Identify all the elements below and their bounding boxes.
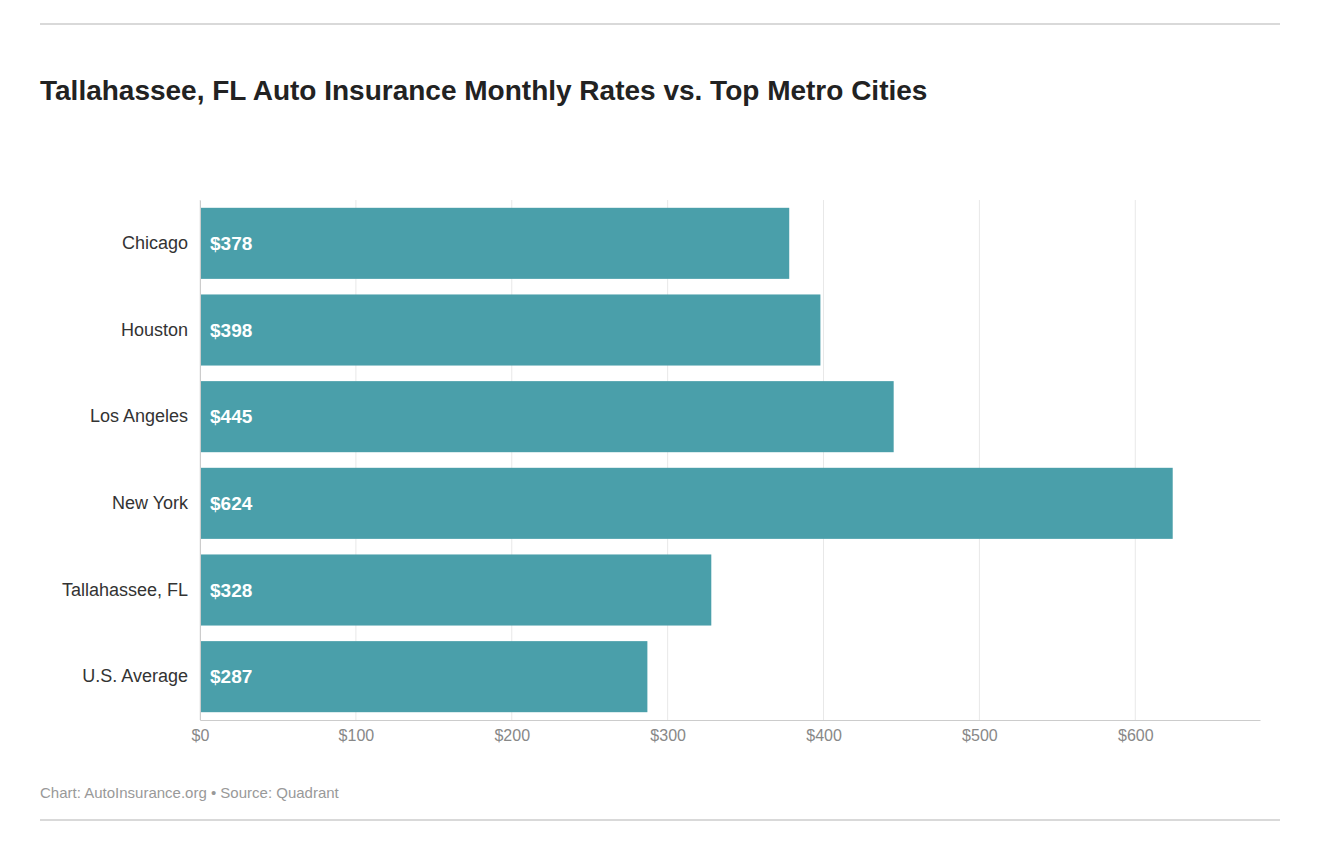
grid-line [200,200,201,720]
chart-title: Tallahassee, FL Auto Insurance Monthly R… [40,75,927,106]
y-axis: Chicago Houston Los Angeles New York Tallaha… [62,201,201,721]
x-tick: $300 [650,720,686,744]
x-tick-label: $200 [494,727,530,744]
y-tick: Houston [121,320,200,340]
x-tick-label: $100 [339,727,375,744]
y-tick-label: New York [112,493,189,513]
data-label: $378 [210,233,252,254]
x-tick-label: $300 [650,727,686,744]
x-axis: $0 $100 $200 $300 $400 $500 $600 [192,720,1261,744]
bar [200,468,1173,539]
x-tick-label: $600 [1118,727,1154,744]
data-labels: $378 $398 $445 $624 $328 $287 [210,233,253,687]
x-tick-label: $500 [962,727,998,744]
data-label: $624 [210,493,253,514]
plot-area: $0 $100 $200 $300 $400 $500 $600 Chicago Houston… [62,200,1261,744]
y-tick: Los Angeles [90,406,200,426]
y-tick: New York [112,493,200,513]
bar [200,208,789,279]
y-tick-label: Tallahassee, FL [62,580,188,600]
data-label: $328 [210,580,252,601]
grid [200,200,1135,720]
grid-line [823,200,824,720]
x-tick: $200 [494,720,530,744]
bar [200,294,820,365]
bar [200,641,647,712]
data-label: $398 [210,320,252,341]
y-tick: Chicago [122,233,200,253]
y-axis-line [200,201,201,721]
x-tick: $600 [1118,720,1154,744]
bottom-rule [40,819,1280,821]
grid-line [979,200,980,720]
y-tick-label: Chicago [122,233,188,253]
bars [200,208,1173,712]
grid-line [1135,200,1136,720]
chart-svg: Tallahassee, FL Auto Insurance Monthly R… [0,0,1320,860]
y-tick-label: U.S. Average [82,666,188,686]
data-label: $287 [210,666,252,687]
bar [200,381,894,452]
chart-caption: Chart: AutoInsurance.org • Source: Quadr… [40,784,340,801]
bar [200,554,711,625]
top-rule [40,23,1280,25]
x-tick: $400 [806,720,842,744]
x-tick-label: $400 [806,727,842,744]
x-tick: $500 [962,720,998,744]
x-axis-line [201,720,1261,721]
x-tick: $0 [192,720,210,744]
y-tick-label: Los Angeles [90,406,188,426]
y-tick-label: Houston [121,320,188,340]
x-tick: $100 [339,720,375,744]
y-tick: Tallahassee, FL [62,580,200,600]
y-tick: U.S. Average [82,666,200,686]
data-label: $445 [210,406,253,427]
x-tick-label: $0 [192,727,210,744]
